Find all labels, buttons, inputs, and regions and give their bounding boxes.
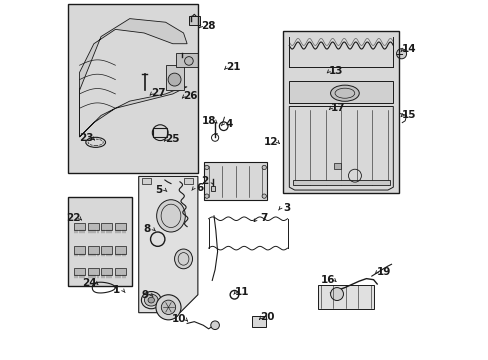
Bar [165, 65, 183, 90]
Bar [88, 223, 99, 230]
Ellipse shape [330, 85, 359, 101]
Text: 21: 21 [225, 62, 240, 72]
Polygon shape [289, 107, 392, 190]
Text: 14: 14 [401, 45, 416, 54]
Circle shape [330, 288, 343, 301]
Bar [68, 197, 131, 286]
Text: 13: 13 [327, 66, 342, 76]
Bar [317, 285, 373, 309]
Text: 27: 27 [151, 88, 165, 98]
Bar [68, 4, 198, 173]
Text: 1: 1 [113, 285, 120, 296]
Text: 9: 9 [141, 290, 148, 300]
Bar [292, 180, 389, 185]
Bar [68, 4, 198, 173]
Circle shape [184, 57, 193, 65]
Text: 11: 11 [234, 287, 249, 297]
Text: 5: 5 [155, 185, 162, 195]
Ellipse shape [174, 249, 192, 269]
Text: 6: 6 [196, 183, 203, 193]
Bar [188, 16, 199, 25]
Polygon shape [80, 19, 187, 137]
Text: 7: 7 [259, 213, 266, 223]
Text: 12: 12 [263, 137, 278, 147]
Bar [283, 31, 398, 193]
Text: 25: 25 [165, 134, 180, 144]
Text: 24: 24 [82, 278, 97, 288]
Text: 23: 23 [79, 133, 93, 143]
Text: 18: 18 [201, 116, 215, 126]
Bar [101, 268, 112, 275]
Ellipse shape [144, 294, 158, 306]
Text: 2: 2 [201, 176, 208, 186]
Text: 20: 20 [260, 312, 274, 322]
Bar [204, 162, 266, 200]
Text: 17: 17 [330, 103, 345, 113]
Circle shape [204, 194, 208, 198]
Bar [176, 53, 198, 67]
Text: 16: 16 [320, 275, 334, 285]
Bar [115, 223, 125, 230]
Bar [142, 178, 151, 184]
Bar [88, 246, 99, 253]
Text: 3: 3 [283, 203, 290, 213]
Bar [74, 246, 85, 253]
Text: 19: 19 [376, 267, 390, 277]
Text: 10: 10 [172, 314, 186, 324]
Bar [115, 246, 125, 253]
Bar [333, 163, 341, 169]
Bar [211, 186, 215, 191]
Bar [115, 268, 125, 275]
Circle shape [156, 295, 181, 320]
Bar [74, 223, 85, 230]
Text: 28: 28 [200, 21, 215, 31]
Ellipse shape [156, 200, 185, 232]
Text: 8: 8 [143, 224, 150, 234]
Circle shape [262, 165, 266, 170]
Text: 26: 26 [183, 91, 198, 101]
Ellipse shape [148, 297, 154, 303]
Text: 15: 15 [402, 110, 416, 120]
Bar [101, 246, 112, 253]
Circle shape [396, 49, 406, 59]
Ellipse shape [141, 292, 161, 309]
Text: 4: 4 [225, 119, 233, 129]
Bar [88, 268, 99, 275]
Circle shape [204, 165, 208, 170]
Polygon shape [139, 176, 198, 313]
Circle shape [210, 321, 219, 329]
Circle shape [262, 194, 266, 198]
Circle shape [161, 300, 175, 315]
Bar [101, 223, 112, 230]
Bar [289, 81, 392, 103]
Bar [74, 268, 85, 275]
Bar [68, 197, 131, 286]
Bar [183, 178, 192, 184]
Text: 22: 22 [66, 213, 80, 223]
Circle shape [168, 73, 181, 86]
Bar [153, 128, 167, 137]
Bar [251, 316, 265, 327]
Bar [283, 31, 398, 193]
